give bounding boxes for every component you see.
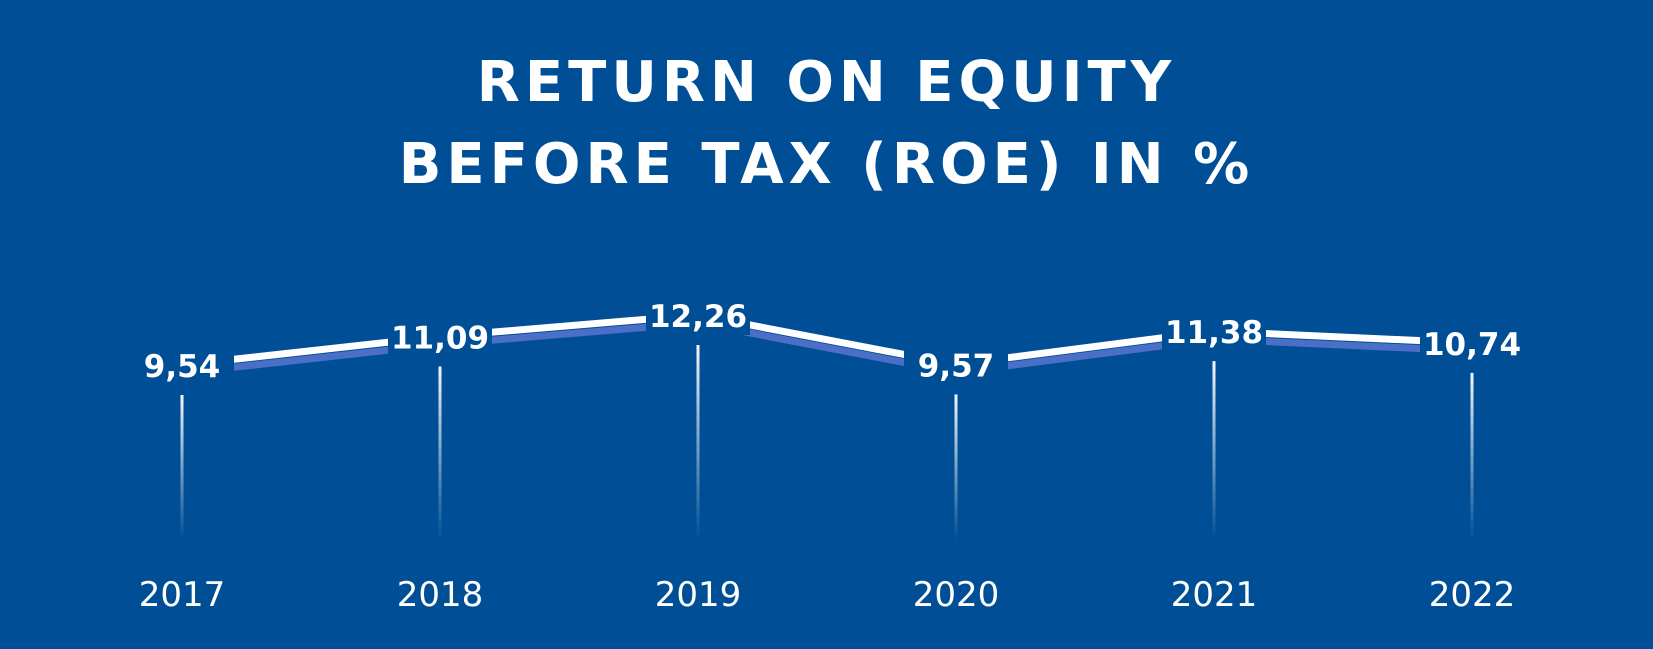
x-tick-label: 2019	[655, 575, 742, 615]
series-line-shadow	[181, 319, 1473, 377]
chart-title-line-2: BEFORE TAX (ROE) IN %	[398, 132, 1255, 197]
data-stem	[1212, 361, 1216, 540]
data-label-background	[388, 310, 492, 357]
data-label: 11,09	[391, 321, 489, 357]
data-label-background	[1162, 305, 1266, 352]
data-stem	[696, 345, 700, 540]
data-label-background	[646, 289, 750, 335]
data-label-background	[130, 339, 234, 385]
data-label-background	[904, 338, 1008, 385]
x-tick-label: 2017	[139, 575, 226, 615]
data-stem	[1470, 372, 1474, 540]
x-tick-label: 2018	[397, 575, 484, 615]
data-label: 12,26	[649, 299, 747, 335]
data-label: 10,74	[1423, 327, 1521, 363]
x-tick-label: 2022	[1429, 575, 1516, 615]
chart-title-line-1: RETURN ON EQUITY	[476, 50, 1177, 115]
x-tick-label: 2021	[1171, 575, 1258, 615]
data-label: 9,57	[918, 348, 995, 384]
data-label: 9,54	[144, 349, 221, 385]
data-stem	[180, 395, 184, 540]
data-label-background	[1420, 316, 1524, 363]
data-stem	[954, 394, 958, 540]
data-stem	[438, 366, 442, 540]
chart-title: RETURN ON EQUITY BEFORE TAX (ROE) IN %	[0, 42, 1653, 206]
data-label: 11,38	[1165, 315, 1263, 351]
x-tick-label: 2020	[913, 575, 1000, 615]
